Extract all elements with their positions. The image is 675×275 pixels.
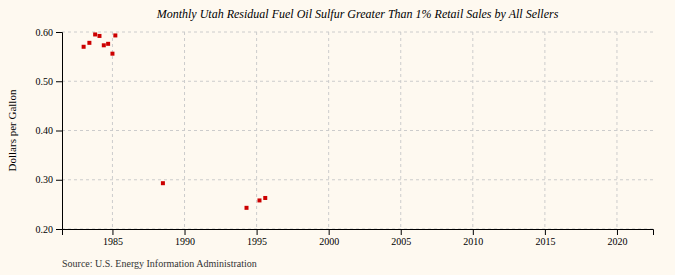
tick-label: 0.40 xyxy=(36,125,54,136)
tick-mark xyxy=(56,229,62,230)
point xyxy=(161,181,165,185)
point xyxy=(102,43,106,47)
tick-mark xyxy=(617,229,618,235)
point xyxy=(82,45,86,49)
tick: 2005 xyxy=(391,229,411,247)
tick-mark xyxy=(56,131,62,132)
axis-line xyxy=(63,230,654,236)
tick: 2020 xyxy=(607,229,627,247)
tick-mark xyxy=(545,229,546,235)
tick: 0.20 xyxy=(36,224,63,235)
point xyxy=(93,32,97,36)
point xyxy=(257,198,261,202)
y-axis-title: Dollars per Gallon xyxy=(6,89,18,171)
tick: 2010 xyxy=(463,229,483,247)
grid-line xyxy=(62,81,653,82)
tick: 0.60 xyxy=(36,27,63,38)
tick-label: 2020 xyxy=(607,236,627,247)
point xyxy=(113,33,117,37)
tick-label: 1985 xyxy=(103,236,123,247)
tick-label: 2000 xyxy=(319,236,339,247)
grid xyxy=(62,32,653,229)
tick: 0.40 xyxy=(36,125,63,136)
tick-label: 0.60 xyxy=(36,27,54,38)
tick-mark xyxy=(329,229,330,235)
tick-mark xyxy=(56,180,62,181)
axis-line xyxy=(56,33,63,230)
tick-label: 1995 xyxy=(247,236,267,247)
point xyxy=(87,41,91,45)
point xyxy=(110,52,114,56)
points xyxy=(82,32,268,209)
x-axis: 1985 1990 1995 2000 2005 2010 2015 2020 xyxy=(63,229,654,247)
tick-label: 2005 xyxy=(391,236,411,247)
tick-label: 0.50 xyxy=(36,76,54,87)
tick: 0.50 xyxy=(36,76,63,87)
y-axis: 0.20 0.30 0.40 0.50 0.60 xyxy=(36,27,63,235)
tick-label: 2010 xyxy=(463,236,483,247)
tick-label: 0.20 xyxy=(36,224,54,235)
tick: 2015 xyxy=(535,229,555,247)
tick: 1995 xyxy=(247,229,267,247)
tick-mark xyxy=(56,32,62,33)
tick: 0.30 xyxy=(36,174,63,185)
grid-line xyxy=(62,179,653,180)
tick-label: 0.30 xyxy=(36,174,54,185)
tick-mark xyxy=(185,229,186,235)
tick-label: 2015 xyxy=(535,236,555,247)
tick-label: 1990 xyxy=(175,236,195,247)
source: Source: U.S. Energy Information Administ… xyxy=(62,258,257,269)
grid-line xyxy=(62,32,653,33)
tick-mark xyxy=(257,229,258,235)
tick: 2000 xyxy=(319,229,339,247)
point xyxy=(106,42,110,46)
grid-line xyxy=(62,130,653,131)
tick: 1985 xyxy=(103,229,123,247)
plot: 1985 1990 1995 2000 2005 2010 2015 2020 0.20 0.30… xyxy=(36,27,654,247)
tick-mark xyxy=(56,81,62,82)
chart: 1985 1990 1995 2000 2005 2010 2015 2020 0.20 0.30… xyxy=(0,0,675,275)
tick-mark xyxy=(473,229,474,235)
point xyxy=(97,34,101,38)
point xyxy=(263,196,267,200)
tick: 1990 xyxy=(175,229,195,247)
point xyxy=(245,206,249,210)
title: Monthly Utah Residual Fuel Oil Sulfur Gr… xyxy=(156,7,559,21)
tick-mark xyxy=(401,229,402,235)
tick-mark xyxy=(112,229,113,235)
